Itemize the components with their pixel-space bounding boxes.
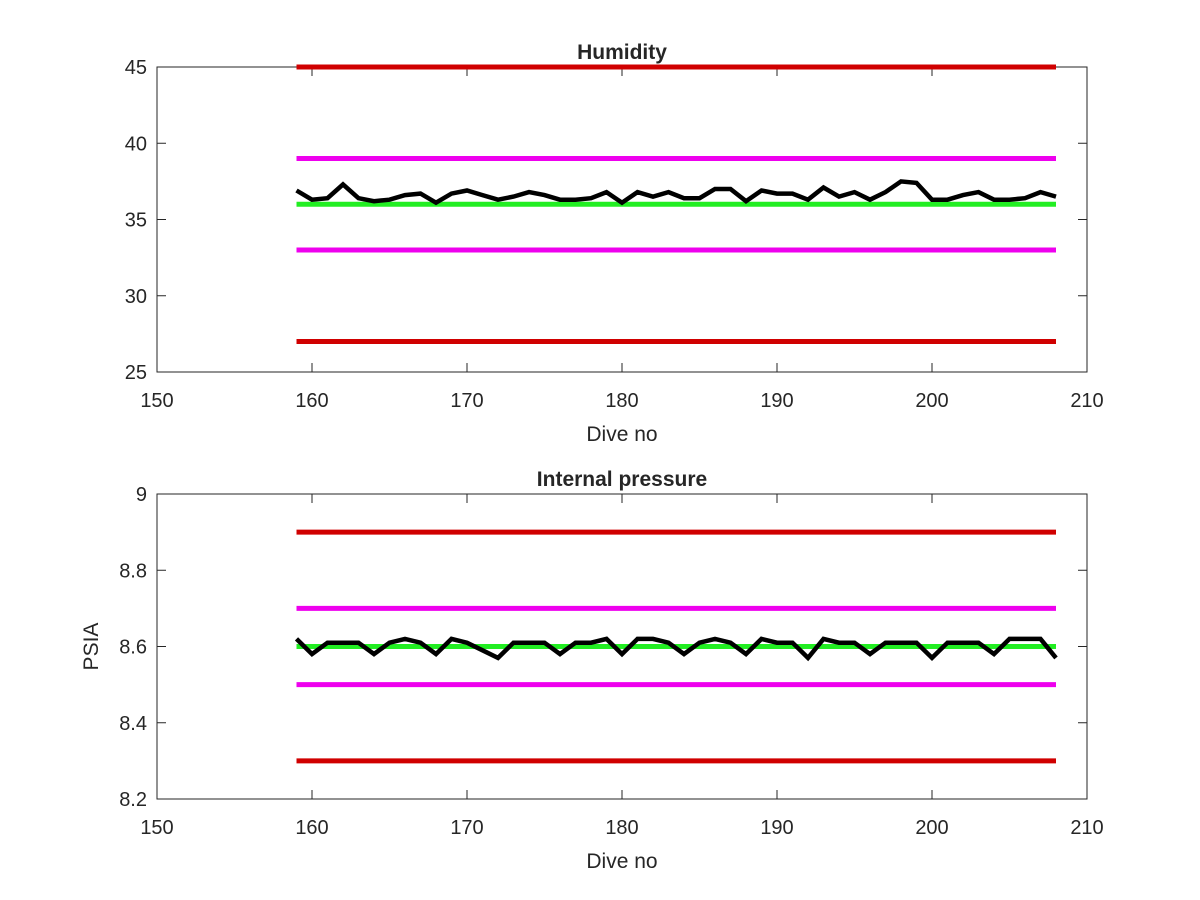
x-axis-label: Dive no <box>586 850 657 873</box>
y-tick-label: 40 <box>125 133 147 155</box>
x-tick-label: 170 <box>450 390 483 412</box>
x-tick-label: 160 <box>295 390 328 412</box>
x-tick-label: 150 <box>140 817 173 839</box>
y-tick-label: 8.6 <box>119 637 147 659</box>
measurement-line <box>294 636 1058 662</box>
y-tick-label: 35 <box>125 210 147 232</box>
y-tick-label: 30 <box>125 286 147 308</box>
y-tick-label: 8.8 <box>119 560 147 582</box>
x-tick-label: 180 <box>605 817 638 839</box>
chart-title: Internal pressure <box>537 468 707 491</box>
x-tick-label: 160 <box>295 817 328 839</box>
x-tick-label: 200 <box>915 817 948 839</box>
y-tick-label: 25 <box>125 362 147 384</box>
x-tick-label: 180 <box>605 390 638 412</box>
measurement-line <box>295 179 1057 206</box>
x-tick-label: 210 <box>1070 390 1103 412</box>
y-axis-label: PSIA <box>80 623 103 671</box>
x-tick-label: 150 <box>140 390 173 412</box>
y-tick-label: 45 <box>125 57 147 79</box>
x-tick-label: 170 <box>450 817 483 839</box>
humidity-plot: 150 160 170 180 190 200 210 25 30 35 40 45 Humidity D… <box>125 41 1104 446</box>
axes-box <box>156 66 1088 373</box>
x-tick-label: 200 <box>915 390 948 412</box>
x-tick-label: 190 <box>760 817 793 839</box>
y-tick-label: 9 <box>136 484 147 506</box>
x-axis-label: Dive no <box>586 423 657 446</box>
internal-pressure-plot: 150 160 170 180 190 200 210 8.2 8.4 8.6 8.8 9 Intern… <box>80 468 1104 873</box>
y-tick-label: 8.4 <box>119 713 147 735</box>
y-tick-label: 8.2 <box>119 789 147 811</box>
x-tick-label: 210 <box>1070 817 1103 839</box>
chart-title: Humidity <box>577 41 667 64</box>
x-tick-label: 190 <box>760 390 793 412</box>
